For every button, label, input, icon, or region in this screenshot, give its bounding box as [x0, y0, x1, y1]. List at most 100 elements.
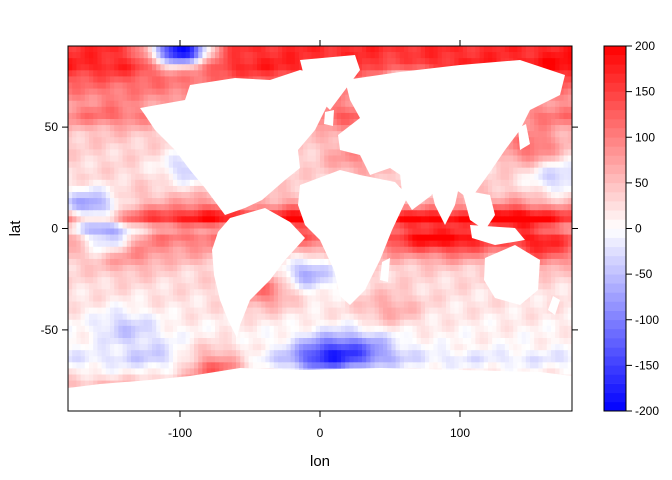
heatmap-cell [412, 52, 417, 59]
heatmap-cell [408, 289, 413, 296]
heatmap-cell [282, 210, 287, 217]
heatmap-cell [286, 283, 291, 290]
heatmap-cell [168, 277, 174, 284]
heatmap-cell [530, 167, 535, 175]
heatmap-cell [118, 234, 123, 242]
heatmap-cell [299, 222, 304, 229]
heatmap-cell [500, 167, 506, 175]
heatmap-cell [206, 58, 212, 65]
heatmap-cell [257, 204, 262, 211]
heatmap-cell [93, 173, 98, 181]
heatmap-cell [374, 295, 380, 302]
heatmap-cell [538, 52, 543, 59]
heatmap-cell [105, 64, 111, 71]
heatmap-cell [559, 58, 564, 65]
heatmap-cell [206, 64, 212, 71]
heatmap-cell [324, 283, 329, 290]
heatmap-cell [404, 240, 409, 248]
heatmap-cell [551, 46, 556, 53]
heatmap-cell [483, 52, 489, 59]
heatmap-cell [80, 143, 86, 150]
heatmap-cell [420, 277, 426, 284]
heatmap-cell [559, 234, 564, 242]
heatmap-cell [114, 289, 119, 296]
heatmap-cell [542, 283, 548, 290]
heatmap-cell [126, 106, 132, 114]
heatmap-cell [290, 46, 296, 53]
heatmap-cell [72, 185, 77, 193]
heatmap-cell [97, 94, 102, 102]
heatmap-cell [118, 52, 123, 59]
heatmap-cell [441, 252, 447, 260]
heatmap-cell [252, 64, 258, 71]
heatmap-cell [374, 277, 380, 284]
heatmap-cell [101, 277, 107, 284]
heatmap-cell [534, 149, 539, 156]
heatmap-cell [504, 204, 510, 211]
heatmap-cell [206, 240, 212, 248]
heatmap-cell [488, 192, 493, 199]
heatmap-cell [542, 161, 548, 169]
heatmap-cell [147, 295, 153, 302]
heatmap-cell [189, 228, 195, 235]
heatmap-cell [563, 94, 569, 102]
heatmap-cell [315, 295, 321, 302]
heatmap-cell [366, 52, 371, 59]
heatmap-cell [328, 271, 333, 278]
heatmap-cell [290, 185, 296, 193]
heatmap-cell [311, 161, 317, 169]
heatmap-cell [156, 252, 161, 260]
heatmap-cell [273, 277, 279, 284]
heatmap-cell [341, 155, 346, 162]
heatmap-cell [101, 234, 107, 242]
heatmap-cell [290, 289, 296, 296]
heatmap-cell [441, 289, 447, 296]
heatmap-cell [160, 167, 165, 175]
heatmap-cell [194, 234, 199, 242]
heatmap-cell [458, 246, 464, 254]
heatmap-cell [76, 192, 81, 199]
heatmap-cell [152, 52, 157, 59]
heatmap-cell [84, 125, 90, 132]
heatmap-cell [168, 289, 174, 296]
heatmap-cell [89, 131, 94, 138]
heatmap-cell [546, 246, 552, 254]
heatmap-cell [315, 258, 321, 266]
heatmap-cell [126, 112, 132, 120]
heatmap-cell [173, 64, 178, 71]
heatmap-cell [479, 240, 485, 248]
heatmap-cell [408, 277, 413, 284]
heatmap-cell [534, 222, 539, 229]
heatmap-cell [76, 173, 81, 181]
heatmap-cell [114, 155, 119, 162]
heatmap-cell [118, 228, 123, 235]
heatmap-cell [152, 185, 157, 193]
heatmap-cell [202, 295, 207, 302]
heatmap-cell [286, 204, 291, 211]
heatmap-cell [114, 119, 119, 126]
heatmap-cell [416, 277, 422, 284]
heatmap-cell [126, 143, 132, 150]
heatmap-cell [143, 119, 149, 126]
heatmap-cell [131, 228, 136, 235]
heatmap-cell [458, 192, 464, 199]
heatmap-cell [320, 137, 325, 144]
heatmap-cell [278, 52, 283, 59]
heatmap-cell [160, 228, 165, 235]
heatmap-cell [315, 125, 321, 132]
heatmap-cell [248, 70, 254, 77]
heatmap-cell [194, 246, 199, 254]
heatmap-cell [139, 289, 144, 296]
heatmap-cell [206, 76, 212, 83]
heatmap-cell [189, 234, 195, 242]
heatmap-cell [227, 58, 233, 65]
heatmap-cell [72, 228, 77, 235]
heatmap-cell [97, 179, 102, 187]
heatmap-cell [290, 295, 296, 302]
heatmap-cell [446, 283, 451, 290]
heatmap-cell [68, 88, 73, 96]
heatmap-cell [370, 277, 375, 284]
heatmap-cell [93, 216, 98, 223]
heatmap-cell [97, 46, 102, 53]
heatmap-cell [412, 216, 417, 223]
